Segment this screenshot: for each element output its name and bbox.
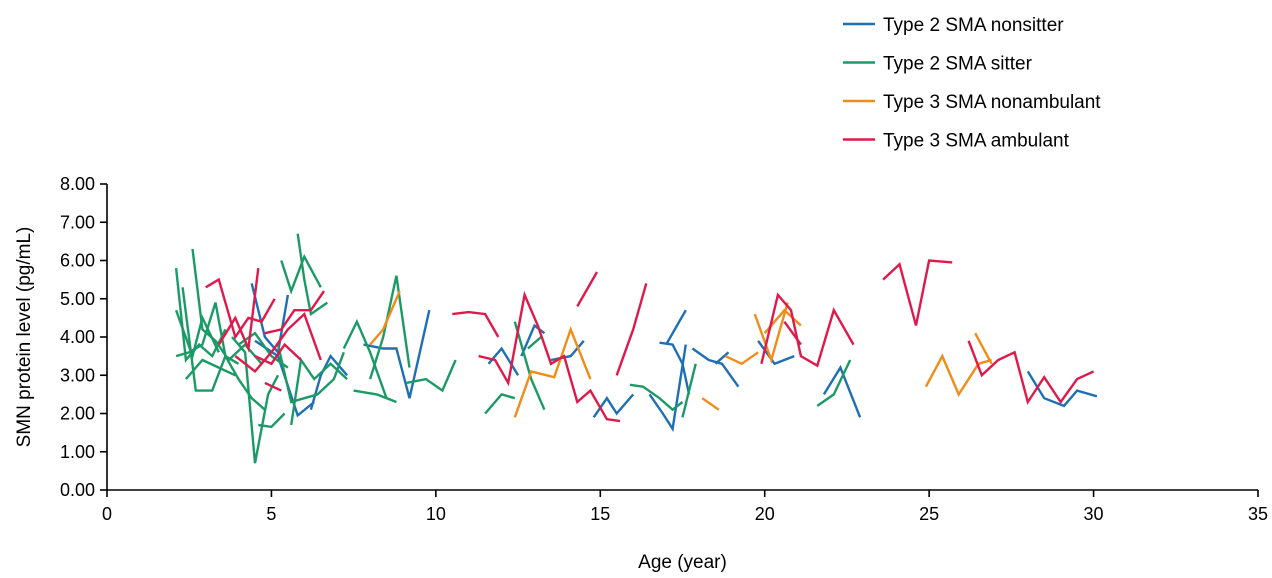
trajectory-line [184, 358, 236, 380]
y-tick-label: 8.00 [60, 174, 95, 194]
legend-item: Type 2 SMA nonsitter [843, 15, 1064, 36]
trajectory-line [757, 340, 795, 366]
legend-label: Type 2 SMA sitter [883, 54, 1033, 75]
trajectory-line [353, 389, 397, 404]
trajectory-line [753, 302, 789, 364]
trajectory-line [181, 287, 240, 392]
trajectory-line [760, 292, 855, 368]
legend-item: Type 2 SMA sitter [843, 54, 1033, 75]
x-tick-label: 20 [755, 504, 775, 524]
legend-item: Type 3 SMA nonambulant [843, 92, 1101, 113]
y-tick-label: 2.00 [60, 404, 95, 424]
x-tick-label: 15 [590, 504, 610, 524]
y-axis-title: SMN protein level (pg/mL) [14, 227, 35, 448]
trajectory-line [484, 393, 516, 415]
x-tick-label: 5 [266, 504, 276, 524]
legend-label: Type 3 SMA nonambulant [883, 92, 1101, 113]
x-tick-label: 30 [1084, 504, 1104, 524]
trajectory-line [822, 364, 862, 418]
trajectory-line [205, 277, 276, 340]
plot-area [174, 233, 1098, 464]
trajectory-line [882, 259, 953, 326]
trajectory-line [615, 283, 648, 376]
trajectory-line [513, 325, 592, 418]
y-axis-ticks: 0.00 1.00 2.00 3.00 4.00 5.00 6.00 7.00 8.00 [60, 174, 107, 500]
x-axis-title: Age (year) [638, 552, 727, 573]
trajectory-line [258, 412, 286, 429]
legend-label: Type 3 SMA ambulant [883, 131, 1070, 152]
trajectory-line [342, 318, 388, 399]
trajectory-line [369, 290, 401, 346]
trajectory-line [264, 290, 325, 335]
trajectory-line [1026, 370, 1098, 408]
y-tick-label: 0.00 [60, 480, 95, 500]
x-tick-label: 25 [919, 504, 939, 524]
trajectory-line [237, 331, 289, 369]
x-axis-ticks: 0 5 10 15 20 25 30 35 [102, 490, 1268, 524]
trajectory-line [648, 344, 687, 433]
x-tick-label: 0 [102, 504, 112, 524]
trajectory-line [816, 359, 852, 407]
trajectory-line [280, 253, 322, 295]
trajectory-line [254, 342, 302, 366]
x-tick-label: 35 [1248, 504, 1268, 524]
trajectory-line [714, 351, 730, 365]
trajectory-line [452, 310, 500, 338]
trajectory-line [967, 340, 1095, 405]
series-type-3-sma-ambulant [205, 259, 1095, 423]
trajectory-line [231, 336, 280, 464]
trajectory-line [217, 267, 260, 354]
trajectory-line [576, 271, 599, 307]
y-tick-label: 7.00 [60, 212, 95, 232]
trajectory-line [974, 332, 993, 365]
trajectory-line [290, 356, 348, 426]
trajectory-line [368, 275, 411, 380]
trajectory-line [478, 290, 621, 423]
trajectory-line [276, 344, 345, 404]
trajectory-line [264, 381, 282, 392]
trajectory-line [296, 233, 328, 317]
series-type-2-sma-sitter [174, 233, 852, 464]
trajectory-line [406, 359, 457, 393]
y-tick-label: 5.00 [60, 289, 95, 309]
trajectory-line [527, 336, 542, 350]
trajectory-line [363, 309, 431, 399]
y-tick-label: 1.00 [60, 442, 95, 462]
trajectory-line [691, 347, 740, 388]
x-tick-label: 10 [426, 504, 446, 524]
series-layer [174, 233, 1098, 464]
trajectory-line [629, 383, 684, 412]
trajectory-line [681, 363, 697, 418]
y-tick-label: 6.00 [60, 251, 95, 271]
trajectory-line [924, 353, 992, 397]
trajectory-line [513, 321, 546, 411]
trajectory-line [234, 311, 322, 374]
trajectory-line [665, 309, 687, 346]
trajectory-line [250, 283, 290, 356]
legend: Type 2 SMA nonsitter Type 2 SMA sitter Typ… [843, 15, 1101, 152]
legend-item: Type 3 SMA ambulant [843, 131, 1070, 152]
trajectory-line [701, 397, 720, 411]
trajectory-line [783, 320, 802, 346]
trajectory-line [724, 351, 759, 366]
legend-label: Type 2 SMA nonsitter [883, 15, 1064, 36]
y-tick-label: 3.00 [60, 365, 95, 385]
y-tick-label: 4.00 [60, 327, 95, 347]
series-type-3-sma-nonambulant [369, 290, 993, 418]
trajectory-line [520, 323, 546, 357]
